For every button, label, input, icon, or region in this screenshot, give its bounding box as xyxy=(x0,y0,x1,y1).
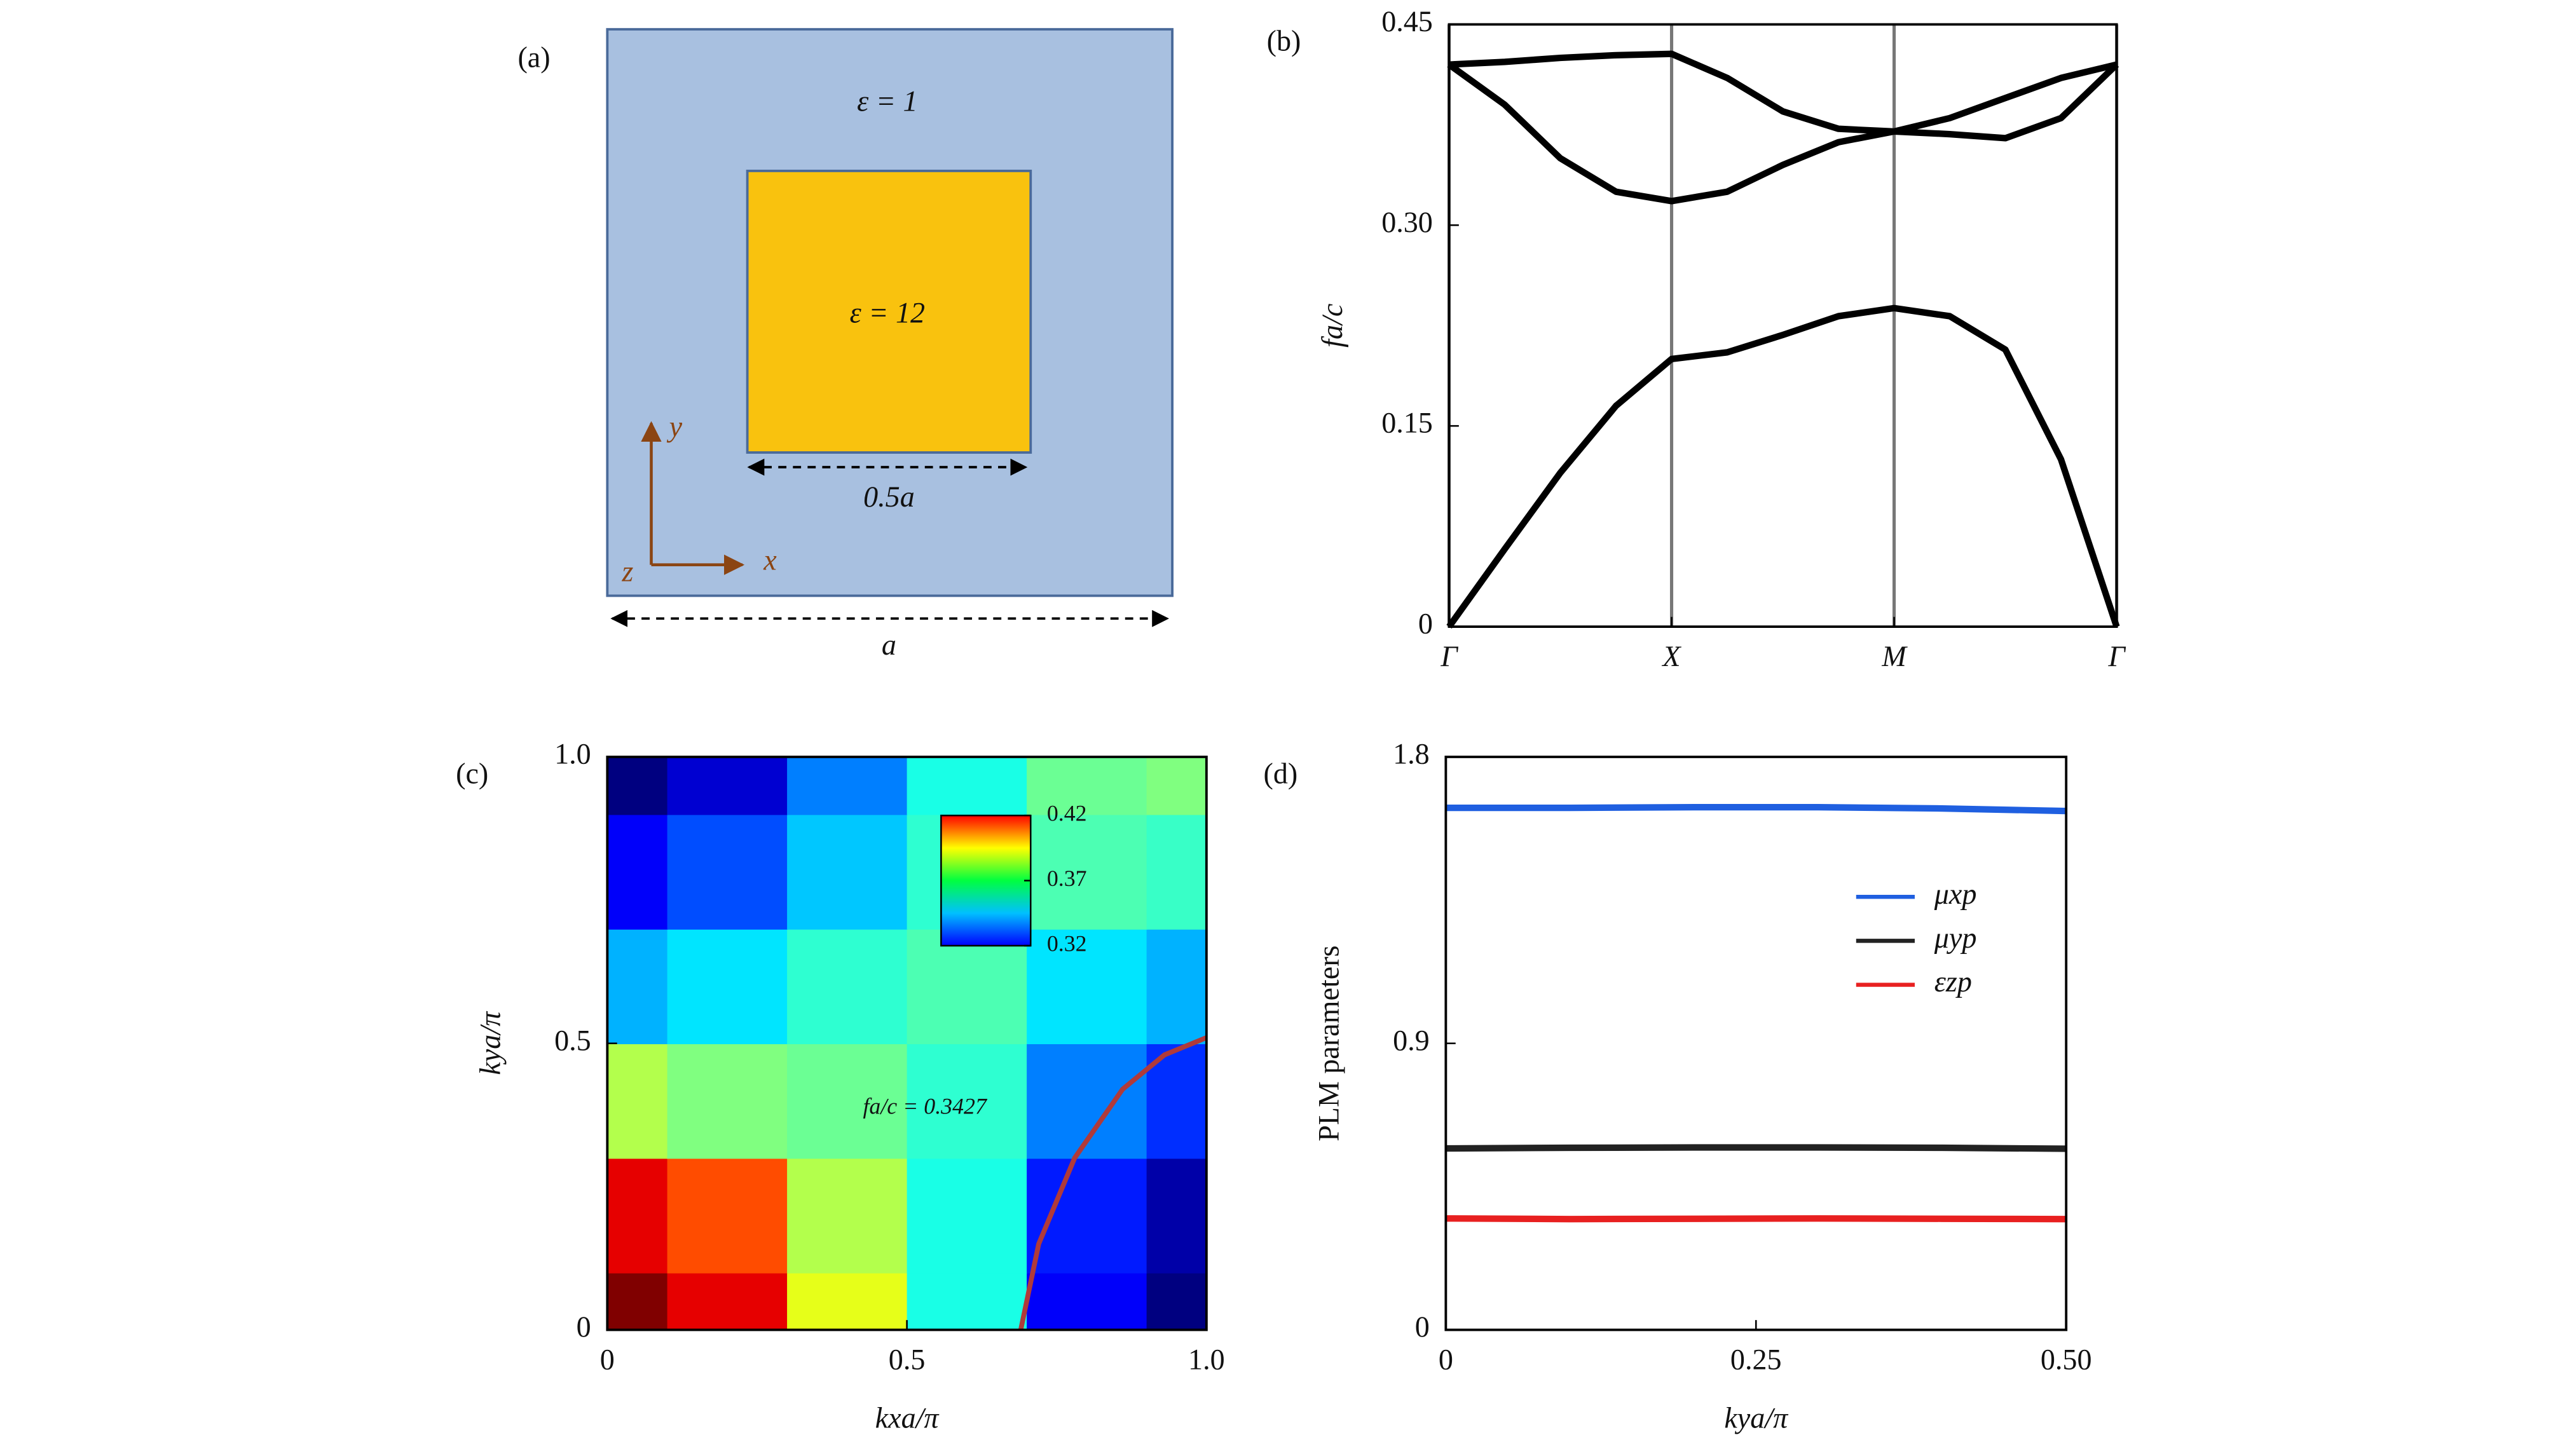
x-tick-label: X xyxy=(1661,640,1681,672)
x-tick-label: 0 xyxy=(1439,1343,1453,1375)
colorbar xyxy=(940,814,1032,947)
heat-cell xyxy=(667,1158,788,1274)
x-tick-label: Γ xyxy=(2107,640,2126,672)
outer-label: ε = 1 xyxy=(857,85,917,117)
legend-label: μxp xyxy=(1934,878,1977,910)
heat-cell xyxy=(607,929,668,1045)
inner-width-label: 0.5a xyxy=(863,480,915,513)
unit-cell-diagram: (a) ε = 1 ε = 12 0.5a a x y z xyxy=(517,28,1174,661)
y-tick-label: 0.45 xyxy=(1381,5,1433,37)
x-axis-label: x xyxy=(763,544,777,576)
series-line xyxy=(1446,304,2120,629)
legend-label: εzp xyxy=(1934,965,1972,998)
series-line xyxy=(1446,803,2067,815)
x-tick-label: 0.5 xyxy=(889,1343,926,1375)
colorbar-tick-label: 0.32 xyxy=(1047,930,1087,956)
heat-cell xyxy=(787,929,908,1045)
panel-label: (b) xyxy=(1267,25,1301,57)
y-tick-label: 0.15 xyxy=(1381,407,1433,439)
heat-cell xyxy=(787,814,908,930)
legend-label: μyp xyxy=(1934,922,1977,954)
heat-cell xyxy=(907,929,1028,1045)
panel-label: (c) xyxy=(456,757,488,789)
heat-cell xyxy=(607,1043,668,1159)
y-tick-label: 0 xyxy=(1415,1310,1430,1343)
x-tick-label: Γ xyxy=(1440,640,1458,672)
heat-cell xyxy=(1146,756,1208,815)
y-tick-label: 1.8 xyxy=(1393,738,1430,770)
heat-cell xyxy=(667,756,788,815)
contour-line xyxy=(1018,1035,1208,1331)
contour-annotation: fa/c = 0.3427 xyxy=(863,1093,988,1119)
y-tick-label: 0.9 xyxy=(1393,1024,1430,1056)
y-tick-label: 0 xyxy=(577,1310,591,1343)
heat-cell xyxy=(787,1272,908,1331)
heat-cell xyxy=(607,814,668,930)
x-tick-label: 0.25 xyxy=(1730,1343,1782,1375)
panel: Γ X M Γ00.150.300.45(b)fa/c xyxy=(1267,5,2126,672)
x-axis-title: kxa/π xyxy=(875,1402,940,1434)
x-tick-label: 0 xyxy=(600,1343,615,1375)
z-axis-label: z xyxy=(621,555,633,588)
panel-label: (a) xyxy=(517,41,550,73)
heat-cell xyxy=(1027,929,1147,1045)
x-tick-label: M xyxy=(1881,640,1908,672)
y-tick-label: 0 xyxy=(1418,608,1433,640)
y-tick-label: 0.30 xyxy=(1381,206,1433,238)
heat-cell xyxy=(1027,756,1147,815)
heat-cell xyxy=(1027,814,1147,930)
panel: μxp μyp εzp 0 0.25 0.50 0 0.9 1.8 (d) kya/π PLM par… xyxy=(1264,738,2092,1434)
heat-cell xyxy=(607,1272,668,1331)
colorbar-tick-label: 0.37 xyxy=(1047,866,1087,891)
heat-cell xyxy=(667,1272,788,1331)
heat-cell xyxy=(787,756,908,815)
heat-cell xyxy=(667,814,788,930)
panel-label: (d) xyxy=(1264,757,1298,789)
y-axis-title: kya/π xyxy=(474,1010,507,1075)
heat-cell xyxy=(907,1272,1028,1331)
y-axis-title: fa/c xyxy=(1316,304,1348,348)
heat-cell xyxy=(667,929,788,1045)
heat-cell xyxy=(787,1043,908,1159)
x-tick-label: 0.50 xyxy=(2041,1343,2092,1375)
series-line xyxy=(1449,50,2118,135)
heat-cell xyxy=(1146,929,1208,1045)
heat-cell xyxy=(1027,1158,1147,1274)
series-line xyxy=(1446,1144,2067,1152)
inner-label: ε = 12 xyxy=(850,296,925,329)
heat-cell xyxy=(907,756,1028,815)
series-line xyxy=(1447,62,2119,205)
heat-cell xyxy=(1146,1272,1208,1331)
panel: fa/c = 0.3427 0.32 0.37 0.42 0 0.5 1.0 0 0.5 1.0 (… xyxy=(456,738,1225,1434)
heat-cell xyxy=(1027,1272,1147,1331)
heat-cell xyxy=(907,1158,1028,1274)
x-tick-label: 1.0 xyxy=(1188,1343,1225,1375)
x-axis-title: kya/π xyxy=(1724,1402,1789,1434)
y-tick-label: 1.0 xyxy=(554,738,591,770)
cell-width-label: a xyxy=(882,629,896,661)
y-axis-title: PLM parameters xyxy=(1313,945,1345,1141)
plot-frame xyxy=(1444,756,2068,1331)
heat-cell xyxy=(1146,1158,1208,1274)
heat-cell xyxy=(907,1043,1028,1159)
heat-cell xyxy=(607,1158,668,1274)
heat-cell xyxy=(787,1158,908,1274)
heat-cell xyxy=(667,1043,788,1159)
y-tick-label: 0.5 xyxy=(554,1024,591,1056)
heat-cell xyxy=(607,756,668,815)
heat-cell xyxy=(1146,814,1208,930)
inner-rod xyxy=(746,170,1032,454)
colorbar-tick-label: 0.42 xyxy=(1047,800,1087,826)
plot-frame xyxy=(1448,23,2118,628)
y-axis-label: y xyxy=(667,411,683,443)
series-line xyxy=(1446,1215,2067,1223)
